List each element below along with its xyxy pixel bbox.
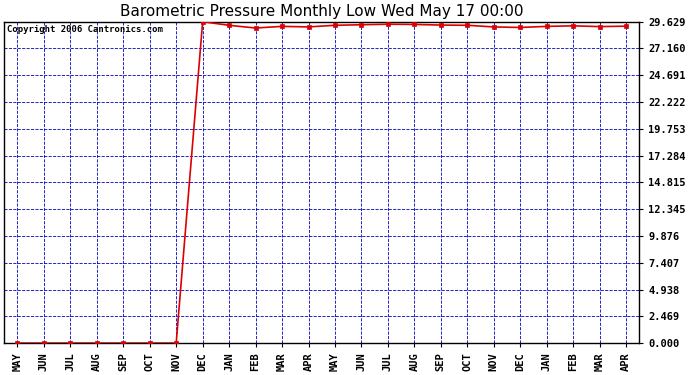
Text: Copyright 2006 Cantronics.com: Copyright 2006 Cantronics.com: [8, 25, 164, 34]
Title: Barometric Pressure Monthly Low Wed May 17 00:00: Barometric Pressure Monthly Low Wed May …: [120, 4, 524, 19]
